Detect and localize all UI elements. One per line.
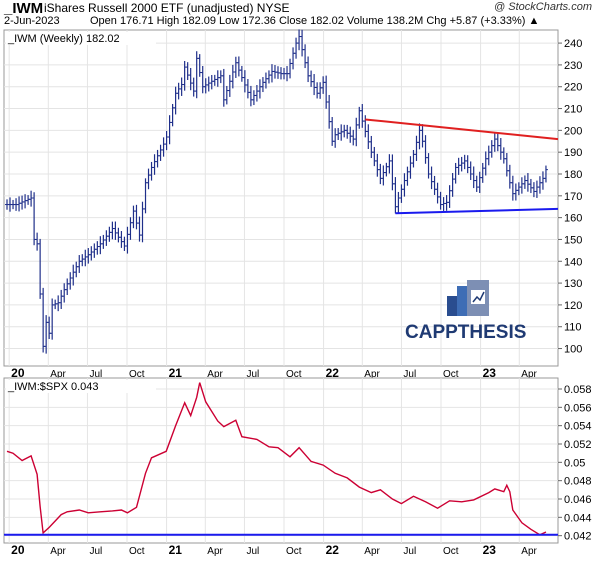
x-tick-label: Apr	[364, 546, 380, 557]
price-panel: 100 110 120 130 140 150 160 170 180 190 200 210 220 2…	[3, 29, 582, 380]
support-trendline	[395, 207, 559, 215]
x-tick-label: Jul	[246, 369, 259, 380]
x-tick-label: Apr	[207, 369, 223, 380]
symbol-description: iShares Russell 2000 ETF (unadjusted) NY…	[44, 1, 290, 15]
ratio-panel: 0.042 0.044 0.046 0.048 0.05 0.052 0.054 0.056 0…	[3, 377, 592, 557]
x-tick-label: Apr	[364, 369, 380, 380]
x-tick-label: 22	[326, 543, 340, 557]
y-tick-label: 170	[564, 191, 582, 203]
source-credit[interactable]: @ StockCharts.com	[494, 1, 592, 13]
legend-background	[6, 32, 156, 45]
x-tick-label: Jul	[89, 546, 102, 557]
y-tick-label: 210	[564, 104, 582, 116]
x-tick-label: Apr	[50, 369, 66, 380]
x-tick-label: Jul	[89, 369, 102, 380]
y-tick-label: 230	[564, 60, 582, 72]
y-tick-label: 0.05	[564, 457, 585, 469]
y-tick-label: 140	[564, 256, 582, 268]
y-tick-label: 0.052	[564, 439, 592, 451]
y-tick-label: 0.058	[564, 384, 592, 396]
x-tick-label: Oct	[286, 369, 302, 380]
chart-header: _IWM iShares Russell 2000 ETF (unadjuste…	[0, 0, 598, 30]
y-tick-label: 160	[564, 213, 582, 225]
logo-bar	[457, 286, 467, 316]
plot-frame	[3, 377, 559, 544]
x-tick-label: 22	[326, 366, 340, 380]
y-tick-label: 240	[564, 38, 582, 50]
y-tick-label: 130	[564, 278, 582, 290]
x-tick-label: Oct	[443, 369, 459, 380]
cappthesis-logo: CAPPTHESIS	[405, 280, 526, 343]
y-tick-label: 0.044	[564, 512, 592, 524]
x-tick-label: 21	[169, 543, 183, 557]
y-tick-label: 0.054	[564, 421, 592, 433]
y-tick-label: 0.046	[564, 494, 592, 506]
x-tick-label: 23	[483, 366, 497, 380]
y-tick-label: 150	[564, 234, 582, 246]
y-tick-label: 0.042	[564, 531, 592, 543]
x-tick-label: Apr	[207, 546, 223, 557]
x-tick-label: Apr	[521, 546, 537, 557]
y-tick-label: 220	[564, 82, 582, 94]
logo-text: CAPPTHESIS	[405, 322, 526, 343]
x-tick-label: Oct	[443, 546, 459, 557]
x-tick-label: Oct	[286, 546, 302, 557]
y-tick-label: 180	[564, 169, 582, 181]
x-tick-label: Jul	[403, 546, 416, 557]
y-tick-label: 0.056	[564, 402, 592, 414]
y-tick-label: 120	[564, 300, 582, 312]
x-tick-label: Oct	[129, 369, 145, 380]
x-tick-label: Jul	[403, 369, 416, 380]
x-tick-label: 23	[483, 543, 497, 557]
y-tick-label: 0.048	[564, 476, 592, 488]
legend-background	[6, 380, 156, 393]
logo-arrow	[472, 291, 485, 303]
panel-legend: _IWM:$SPX 0.043	[7, 381, 99, 393]
y-tick-label: 200	[564, 125, 582, 137]
x-tick-label: Oct	[129, 546, 145, 557]
y-tick-label: 110	[564, 322, 582, 334]
panel-legend: _IWM (Weekly) 182.02	[7, 33, 120, 45]
quote-summary: Open 176.71 High 182.09 Low 172.36 Close…	[90, 15, 540, 27]
resistance-trendline	[365, 118, 559, 141]
y-tick-label: 190	[564, 147, 582, 159]
symbol-label: _IWM	[4, 0, 44, 17]
x-tick-label: Jul	[246, 546, 259, 557]
quote-date: 2-Jun-2023	[4, 15, 60, 27]
ratio-line	[6, 382, 547, 536]
x-tick-label: 21	[169, 366, 183, 380]
x-tick-label: 20	[11, 543, 25, 557]
x-tick-label: 20	[11, 366, 25, 380]
x-tick-label: Apr	[50, 546, 66, 557]
y-tick-label: 100	[564, 344, 582, 356]
x-tick-label: Apr	[521, 369, 537, 380]
logo-bar	[447, 296, 457, 316]
